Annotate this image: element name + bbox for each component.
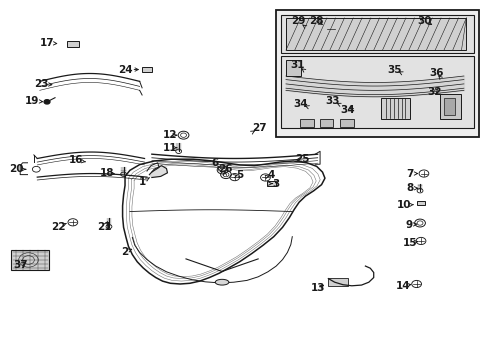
Text: 25: 25 (294, 154, 308, 164)
Text: 9: 9 (405, 220, 412, 230)
Text: 11: 11 (163, 143, 177, 153)
Bar (439, 94, 460, 119)
Text: 22: 22 (51, 222, 65, 231)
Text: 21: 21 (97, 222, 112, 231)
Text: 18: 18 (100, 168, 114, 178)
Text: 34: 34 (293, 99, 307, 109)
Bar (380, 98, 409, 119)
Bar (66, 41, 79, 46)
Bar (444, 98, 454, 116)
Text: 35: 35 (386, 64, 401, 75)
Text: 28: 28 (309, 17, 323, 27)
Text: 10: 10 (396, 200, 411, 210)
Text: 30: 30 (417, 17, 431, 27)
Text: 33: 33 (325, 96, 339, 106)
Text: 5: 5 (236, 170, 243, 180)
Text: 32: 32 (427, 87, 441, 97)
Text: 1: 1 (138, 177, 145, 187)
Bar (416, 201, 425, 206)
Bar (285, 60, 300, 76)
Text: 12: 12 (163, 130, 177, 140)
Text: 29: 29 (290, 17, 305, 27)
Text: 16: 16 (69, 155, 83, 165)
Text: 2: 2 (121, 247, 128, 257)
Bar (328, 278, 347, 286)
Bar (266, 181, 275, 186)
Bar (339, 119, 353, 127)
Polygon shape (149, 166, 167, 177)
Text: 23: 23 (34, 79, 48, 89)
Bar (276, 10, 478, 137)
Text: 3: 3 (272, 179, 279, 189)
Ellipse shape (215, 279, 228, 285)
Text: 13: 13 (310, 283, 324, 293)
Bar (281, 15, 473, 53)
Text: 8: 8 (406, 183, 413, 193)
Bar (319, 119, 332, 127)
Bar (300, 119, 313, 127)
Text: 27: 27 (251, 123, 266, 133)
Bar (11, 249, 49, 270)
Text: 19: 19 (25, 96, 40, 106)
Text: 14: 14 (395, 281, 409, 291)
Text: 17: 17 (40, 38, 54, 48)
Text: 4: 4 (267, 170, 274, 180)
Text: 34: 34 (340, 105, 354, 115)
Text: 26: 26 (217, 164, 232, 174)
Text: 24: 24 (118, 64, 132, 75)
Text: 36: 36 (428, 68, 443, 78)
Bar (285, 18, 466, 50)
Bar (281, 56, 473, 128)
Text: 20: 20 (10, 164, 24, 174)
Circle shape (44, 100, 50, 104)
Text: 15: 15 (402, 238, 417, 248)
Text: 31: 31 (289, 60, 304, 70)
Bar (142, 67, 152, 72)
Text: 7: 7 (406, 168, 413, 179)
Bar (285, 18, 466, 50)
Text: 37: 37 (13, 260, 27, 270)
Text: 6: 6 (211, 158, 219, 168)
